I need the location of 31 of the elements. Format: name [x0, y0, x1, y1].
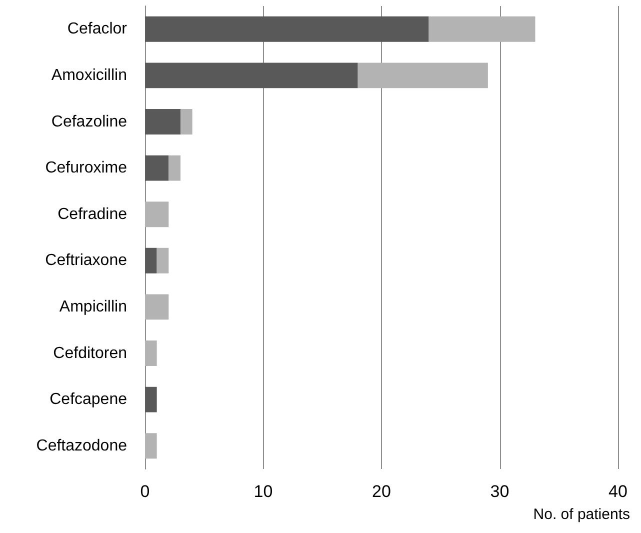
bar: [180, 109, 192, 134]
y-tick-label: Cefazoline: [51, 113, 128, 130]
bar: [145, 16, 429, 42]
bar: [168, 155, 180, 181]
x-tick-label: 10: [254, 482, 273, 501]
x-axis-title: No. of patients: [533, 506, 630, 523]
y-tick-label: Ampicillin: [59, 298, 127, 316]
bar: [156, 248, 169, 274]
bar: [428, 16, 536, 42]
bar: [145, 62, 358, 88]
bar: [145, 109, 180, 134]
y-tick-label: Cefcapene: [50, 391, 128, 408]
y-tick-label: Amoxicillin: [51, 66, 127, 84]
x-tick-label: 0: [140, 482, 150, 501]
bar: [145, 386, 157, 412]
bar: [145, 248, 157, 274]
y-tick-label: Cefaclor: [67, 20, 128, 38]
bar: [358, 62, 488, 88]
bar: [145, 433, 157, 459]
y-tick-label: Cefditoren: [53, 344, 127, 362]
bar: [145, 340, 157, 366]
y-tick-label: Cefradine: [58, 206, 128, 223]
x-tick-label: 20: [372, 482, 391, 501]
bar: [145, 202, 169, 228]
bar: [145, 155, 169, 181]
y-tick-label: Cefuroxime: [45, 160, 128, 177]
x-tick-label: 40: [608, 482, 628, 501]
y-tick-label: Ceftazodone: [36, 437, 128, 454]
x-tick-label: 30: [490, 482, 510, 501]
bar: [145, 294, 169, 320]
y-tick-label: Ceftriaxone: [45, 252, 128, 270]
